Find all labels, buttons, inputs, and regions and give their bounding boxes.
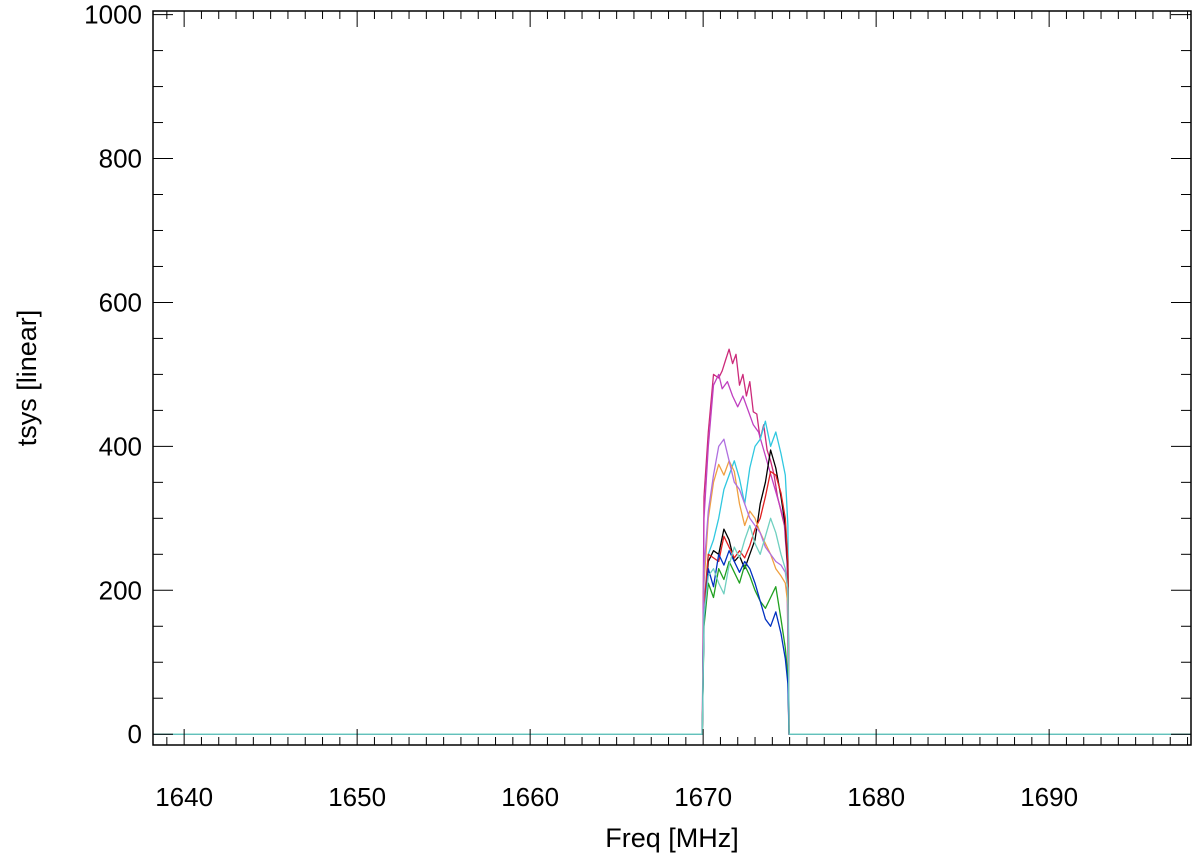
y-tick-label: 800 — [99, 144, 142, 174]
y-tick-label: 600 — [99, 287, 142, 317]
series-line-4 — [153, 449, 1191, 735]
x-tick-label: 1650 — [328, 782, 386, 812]
series-line-8 — [153, 560, 1191, 735]
x-tick-label: 1680 — [847, 782, 905, 812]
series-line-2 — [153, 373, 1191, 735]
series-line-3 — [153, 420, 1191, 735]
x-tick-label: 1660 — [501, 782, 559, 812]
series-layer — [153, 348, 1191, 735]
series-line-10 — [153, 517, 1191, 735]
ticks-layer — [153, 11, 1191, 745]
series-line-9 — [153, 550, 1191, 735]
x-axis-label: Freq [MHz] — [605, 823, 739, 853]
x-tick-label: 1670 — [674, 782, 732, 812]
y-axis-label: tsys [linear] — [12, 310, 42, 447]
y-tick-label: 0 — [128, 719, 142, 749]
y-tick-label: 1000 — [84, 0, 142, 30]
x-tick-label: 1690 — [1020, 782, 1078, 812]
series-line-6 — [153, 460, 1191, 735]
y-tick-label: 400 — [99, 431, 142, 461]
series-line-1 — [153, 348, 1191, 735]
plot-frame — [152, 10, 1192, 746]
x-tick-label: 1640 — [155, 782, 213, 812]
y-tick-label: 200 — [99, 575, 142, 605]
series-line-7 — [153, 438, 1191, 735]
labels-layer: 1640 1650 1660 1670 1680 1690 0 200 400 600 800 100… — [84, 0, 1078, 812]
series-line-5 — [153, 470, 1191, 735]
